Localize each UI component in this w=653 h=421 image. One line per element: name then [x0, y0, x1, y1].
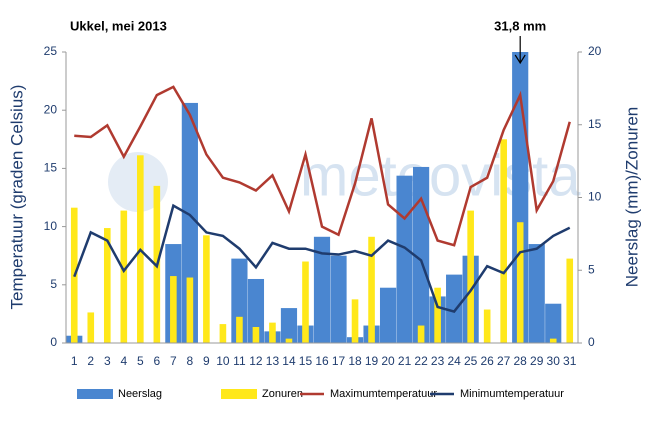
x-tick-label: 2 — [87, 354, 94, 368]
line — [74, 85, 571, 247]
x-tick-label: 12 — [249, 354, 263, 368]
x-tick-label: 16 — [315, 354, 329, 368]
bar — [446, 274, 463, 343]
legend-label: Maximumtemperatuur — [330, 388, 437, 400]
bar — [313, 236, 331, 343]
bar — [181, 102, 198, 343]
y-axis-title: Temperatuur (graden Celsius) — [7, 85, 26, 310]
bar — [87, 312, 95, 343]
chart-title: Ukkel, mei 2013 — [70, 18, 167, 33]
y-tick-label: 10 — [44, 219, 58, 233]
bar — [379, 287, 397, 343]
annotation: 31,8 mm — [494, 18, 546, 33]
bar — [252, 326, 260, 343]
bar — [330, 255, 347, 343]
bar — [351, 299, 359, 343]
y2-tick-label: 20 — [588, 44, 602, 58]
x-tick-label: 1 — [71, 354, 78, 368]
plot-area — [66, 52, 574, 343]
y-tick-label: 5 — [50, 277, 57, 291]
watermark: meteovista — [300, 143, 581, 208]
x-tick-label: 31 — [563, 354, 577, 368]
x-tick-label: 15 — [299, 354, 313, 368]
y2-tick-label: 5 — [588, 262, 595, 276]
bar — [467, 210, 474, 343]
x-tick-label: 8 — [187, 354, 194, 368]
bar — [280, 308, 298, 343]
x-tick-label: 26 — [480, 354, 494, 368]
y-tick-label: 25 — [44, 44, 58, 58]
x-tick-label: 30 — [547, 354, 561, 368]
legend-swatch — [221, 389, 257, 399]
bar — [269, 322, 276, 343]
x-tick-label: 17 — [332, 354, 346, 368]
bar — [434, 287, 441, 343]
legend-label: Neerslag — [118, 388, 162, 400]
x-tick-label: 11 — [233, 354, 246, 368]
bar — [170, 276, 177, 343]
x-tick-label: 9 — [203, 354, 210, 368]
x-tick-label: 18 — [348, 354, 362, 368]
legend-swatch — [77, 389, 113, 399]
x-tick-label: 4 — [120, 354, 127, 368]
y-tick-label: 20 — [44, 102, 58, 116]
x-tick-label: 14 — [282, 354, 296, 368]
y2-tick-label: 0 — [588, 335, 595, 349]
bar — [417, 325, 425, 343]
y-tick-label: 0 — [50, 335, 57, 349]
bar — [219, 324, 227, 343]
bar — [516, 222, 524, 343]
bar — [247, 278, 265, 343]
bar — [186, 277, 194, 343]
bar — [103, 228, 111, 343]
x-tick-label: 7 — [170, 354, 177, 368]
x-tick-label: 6 — [153, 354, 160, 368]
y2-axis-title: Neerslag (mm)/Zonuren — [622, 107, 641, 287]
bar — [368, 236, 375, 343]
line — [73, 203, 571, 314]
x-tick-label: 19 — [365, 354, 379, 368]
bar — [231, 258, 248, 343]
legend-label: Zonuren — [262, 388, 303, 400]
bar — [500, 139, 507, 343]
x-tick-label: 13 — [266, 354, 280, 368]
x-tick-label: 29 — [530, 354, 544, 368]
y2-tick-label: 15 — [588, 117, 602, 131]
bar — [236, 316, 243, 343]
bar — [396, 175, 413, 343]
x-tick-label: 3 — [104, 354, 111, 368]
bar — [302, 261, 309, 343]
x-tick-label: 21 — [398, 354, 412, 368]
y-tick-label: 15 — [44, 161, 58, 175]
y2-tick-label: 10 — [588, 190, 602, 204]
bar — [120, 210, 128, 343]
annotation-arrow — [514, 36, 526, 65]
bar — [545, 303, 562, 343]
x-tick-label: 24 — [447, 354, 461, 368]
bar — [203, 235, 210, 343]
bar — [528, 244, 545, 343]
bar — [285, 338, 293, 343]
x-tick-label: 22 — [414, 354, 428, 368]
bar — [483, 309, 491, 343]
x-tick-label: 25 — [464, 354, 478, 368]
x-tick-label: 28 — [514, 354, 528, 368]
x-tick-label: 20 — [381, 354, 395, 368]
x-tick-label: 27 — [497, 354, 511, 368]
x-tick-label: 23 — [431, 354, 445, 368]
x-tick-label: 5 — [137, 354, 144, 368]
legend-label: Minimumtemperatuur — [460, 388, 564, 400]
x-tick-label: 10 — [216, 354, 230, 368]
bar — [549, 338, 557, 343]
bar — [566, 258, 574, 343]
